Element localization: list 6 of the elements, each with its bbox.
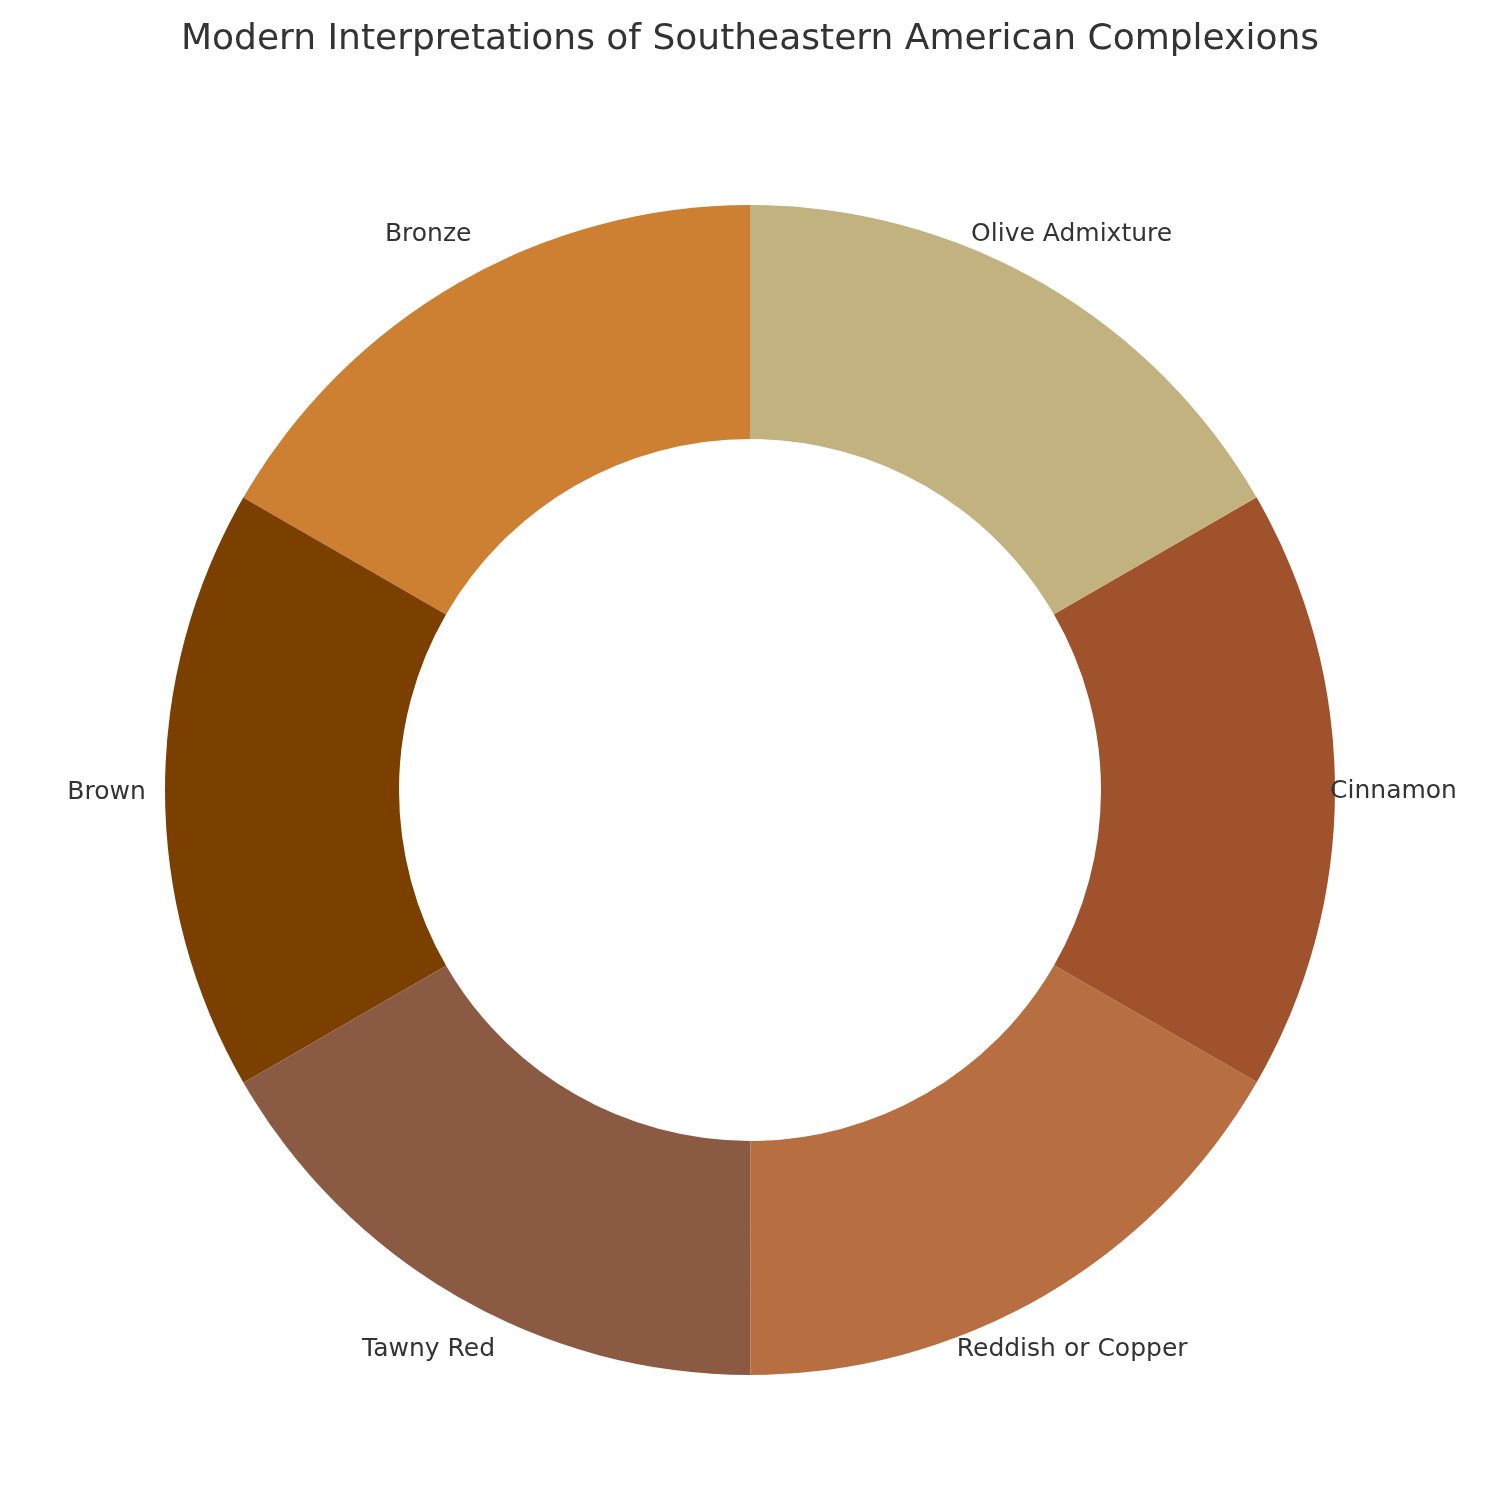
slice-label: Reddish or Copper — [956, 1332, 1189, 1362]
slice-label: Bronze — [384, 218, 472, 248]
slice-label: Tawny Red — [361, 1332, 496, 1362]
slice-label: Brown — [67, 775, 146, 805]
slice-label: Olive Admixture — [971, 218, 1173, 248]
chart-title: Modern Interpretations of Southeastern American Complexions — [180, 15, 1320, 57]
